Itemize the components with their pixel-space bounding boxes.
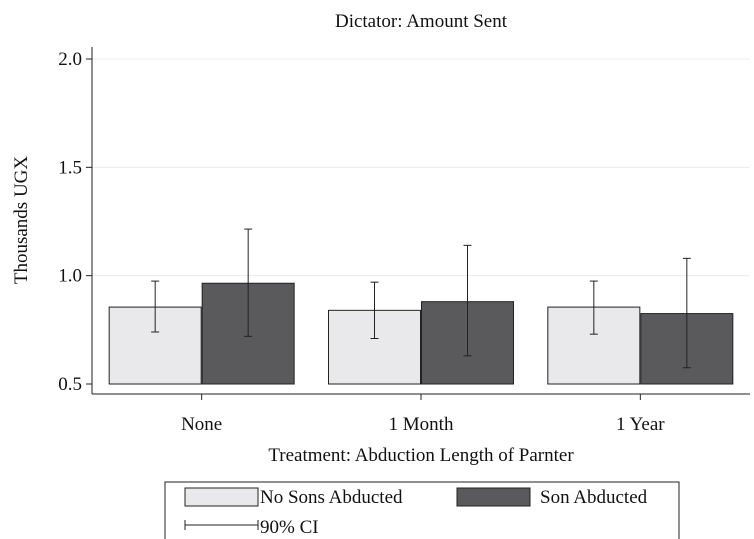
error-bar-son-abducted-1-month (463, 244, 472, 357)
error-bars (151, 228, 691, 369)
y-tick-label: 1.0 (58, 266, 82, 287)
y-tick-label: 0.5 (58, 374, 82, 395)
legend: No Sons Abducted Son Abducted 90% CI (164, 481, 680, 539)
x-axis-label: Treatment: Abduction Length of Parnter (268, 445, 574, 466)
y-tick-label: 1.5 (58, 157, 82, 178)
error-bar-no-sons-abducted-none (151, 280, 160, 333)
x-ticks: None 1 Month 1 Year (181, 394, 665, 435)
x-tick-label-1-month: 1 Month (389, 414, 454, 435)
x-tick-label-1-year: 1 Year (616, 414, 665, 435)
chart-title: Dictator: Amount Sent (335, 11, 508, 32)
error-bar-no-sons-abducted-1-month (370, 281, 379, 339)
x-tick-label-none: None (181, 414, 222, 435)
error-bar-son-abducted-1-year (682, 257, 691, 369)
legend-label-son-abducted: Son Abducted (540, 487, 648, 508)
error-bar-no-sons-abducted-1-year (589, 280, 598, 335)
y-axis-label: Thousands UGX (11, 156, 32, 285)
legend-label-ci: 90% CI (260, 517, 319, 538)
legend-ci-symbol (184, 520, 259, 530)
y-tick-label: 2.0 (58, 49, 82, 70)
legend-swatch-no-sons-abducted (184, 487, 259, 507)
legend-swatch-son-abducted (456, 487, 531, 507)
bars (108, 282, 734, 385)
y-ticks: 0.5 1.0 1.5 2.0 (58, 49, 92, 395)
error-bar-son-abducted-none (244, 228, 253, 337)
legend-label-no-sons-abducted: No Sons Abducted (260, 487, 403, 508)
grid (92, 58, 750, 277)
